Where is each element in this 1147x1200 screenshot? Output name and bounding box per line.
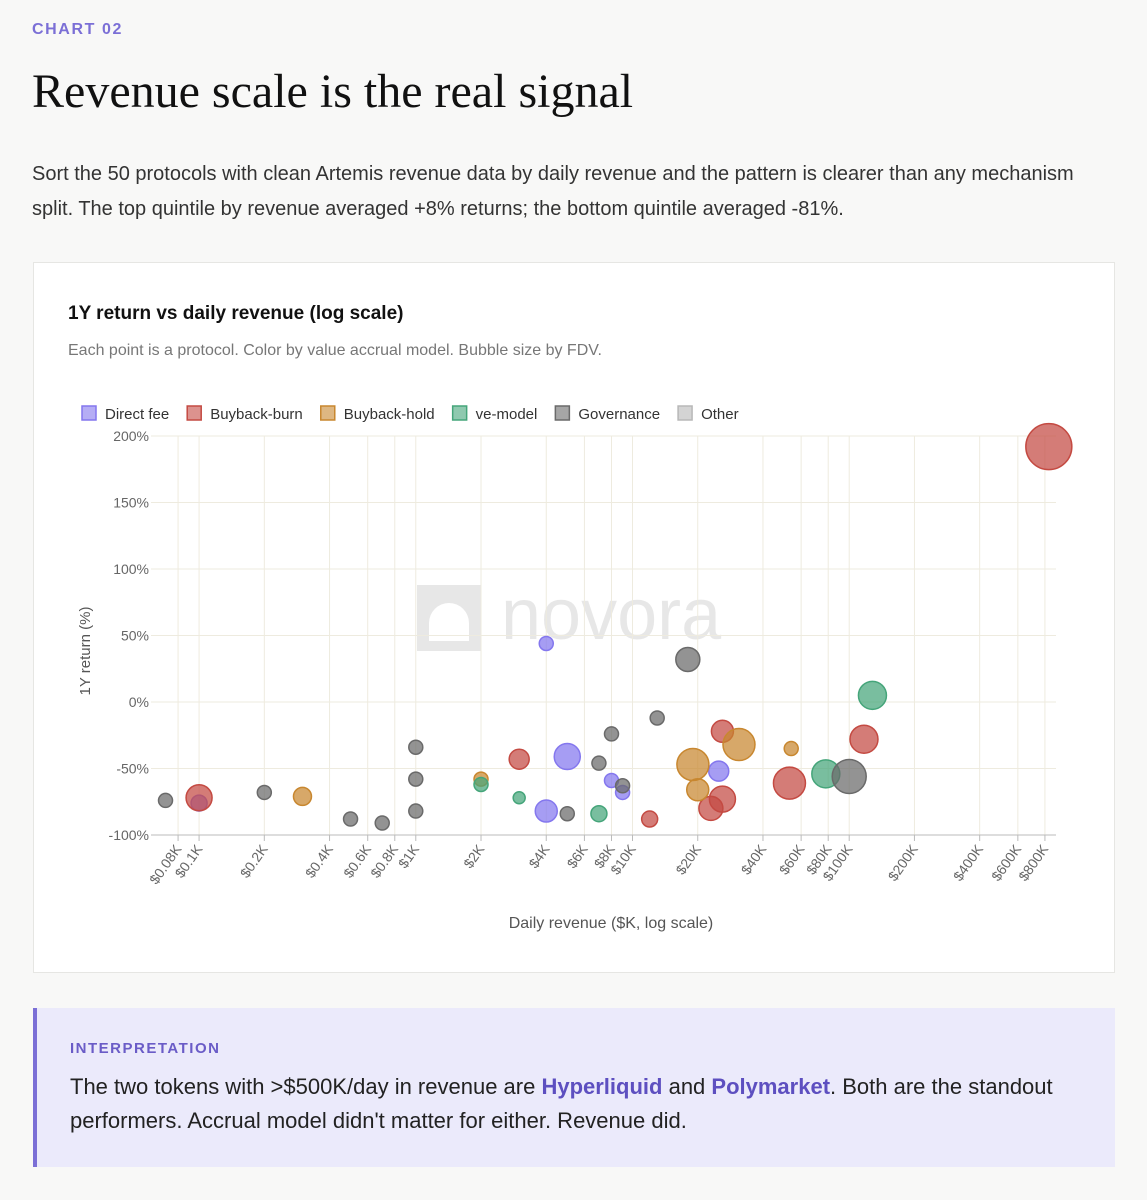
bubble bbox=[676, 747, 710, 782]
legend-swatch bbox=[451, 405, 468, 421]
bubble bbox=[614, 778, 631, 794]
legend-swatch bbox=[81, 405, 97, 421]
legend-swatch bbox=[554, 405, 571, 421]
legend-label: Buyback-hold bbox=[344, 406, 435, 423]
bubble bbox=[772, 766, 807, 800]
legend-swatch bbox=[186, 405, 202, 421]
chart-title: 1Y return vs daily revenue (log scale) bbox=[68, 303, 403, 324]
bubble bbox=[857, 680, 888, 711]
text: The two tokens with >$500K/day in revenu… bbox=[70, 1074, 542, 1099]
watermark: novora bbox=[417, 575, 722, 655]
y-tick-label: 100% bbox=[113, 561, 149, 577]
y-tick-label: 50% bbox=[121, 628, 149, 644]
bubble bbox=[603, 726, 620, 742]
y-tick-label: -100% bbox=[109, 827, 149, 843]
x-tick-label: $40K bbox=[738, 841, 770, 878]
y-tick-label: 0% bbox=[129, 694, 149, 710]
bubble bbox=[185, 784, 213, 812]
bubble bbox=[640, 810, 659, 828]
x-tick-label: $200K bbox=[885, 841, 922, 884]
intro: Sort the 50 protocols with clean Artemis… bbox=[32, 163, 1074, 220]
legend-label: Other bbox=[701, 406, 739, 423]
legend-label: Direct fee bbox=[105, 406, 169, 423]
y-tick-label: 200% bbox=[113, 428, 149, 444]
bubble bbox=[408, 803, 424, 819]
bubble bbox=[157, 792, 174, 809]
bubble bbox=[508, 748, 530, 770]
x-tick-label: $60K bbox=[776, 841, 808, 878]
x-tick-label: $2K bbox=[460, 841, 488, 871]
bubble bbox=[534, 799, 559, 823]
bubble bbox=[649, 710, 665, 726]
x-tick-label: $800K bbox=[1015, 841, 1052, 884]
bubble bbox=[512, 791, 526, 805]
bubble bbox=[408, 739, 424, 755]
bubble bbox=[722, 727, 756, 762]
x-tick-label: $400K bbox=[950, 841, 987, 884]
interpretation-text: The two tokens with >$500K/day in revenu… bbox=[70, 1070, 1070, 1138]
x-tick-label: $0.6K bbox=[340, 841, 374, 881]
bubble bbox=[374, 815, 390, 831]
y-tick-label: 150% bbox=[113, 495, 149, 511]
x-tick-label: $4K bbox=[525, 841, 553, 871]
bubble bbox=[590, 804, 608, 823]
bubble bbox=[553, 742, 582, 771]
x-tick-label: $1K bbox=[395, 841, 423, 871]
bubble bbox=[538, 635, 555, 652]
bubble bbox=[256, 784, 273, 801]
legend-label: ve-model bbox=[476, 406, 538, 423]
text: . Both are the standout performers. Accr… bbox=[70, 1074, 1053, 1133]
x-axis-label: Daily revenue ($K, log scale) bbox=[509, 915, 714, 932]
legend-swatch bbox=[320, 405, 336, 421]
chart: 1Y return vs daily revenue (log scale) E… bbox=[68, 303, 1073, 932]
plot: 1Y return vs daily revenue (log scale) E… bbox=[68, 303, 1073, 932]
highlight: Hyperliquid bbox=[541, 1074, 663, 1099]
x-tick-label: $6K bbox=[563, 841, 591, 871]
bubble bbox=[292, 786, 313, 807]
highlight: Polymarket bbox=[711, 1074, 831, 1099]
legend-label: Buyback-burn bbox=[210, 406, 303, 423]
bubble bbox=[849, 724, 879, 754]
eyebrow: CHART 02 bbox=[32, 21, 124, 38]
bubble bbox=[473, 776, 489, 793]
y-tick-label: -50% bbox=[116, 761, 149, 777]
bubble bbox=[675, 646, 701, 673]
bubble bbox=[342, 811, 359, 827]
x-tick-label: $0.4K bbox=[302, 841, 336, 881]
chart-card: 1Y return vs daily revenue (log scale) E… bbox=[33, 262, 1115, 973]
bubble bbox=[698, 795, 724, 822]
y-axis-label: 1Y return (%) bbox=[77, 607, 94, 696]
bubble bbox=[1025, 422, 1073, 471]
bubble bbox=[408, 771, 424, 787]
bubble bbox=[831, 758, 867, 795]
bubble bbox=[591, 755, 607, 771]
page-title: Revenue scale is the real signal bbox=[32, 65, 634, 118]
bubble bbox=[559, 805, 576, 822]
bubble bbox=[707, 760, 730, 782]
x-tick-label: $20K bbox=[672, 841, 704, 878]
watermark-logo-cutout bbox=[429, 603, 469, 641]
interpretation-label: INTERPRETATION bbox=[70, 1040, 221, 1057]
legend-label: Governance bbox=[578, 406, 660, 423]
text: and bbox=[662, 1074, 712, 1099]
chart-subtitle: Each point is a protocol. Color by value… bbox=[68, 342, 602, 359]
x-tick-label: $0.2K bbox=[237, 841, 271, 881]
bubble bbox=[783, 740, 799, 757]
interpretation-box: INTERPRETATION The two tokens with >$500… bbox=[33, 1008, 1115, 1167]
legend-swatch bbox=[677, 405, 693, 421]
watermark-logo bbox=[417, 585, 481, 651]
bubble bbox=[685, 778, 710, 802]
